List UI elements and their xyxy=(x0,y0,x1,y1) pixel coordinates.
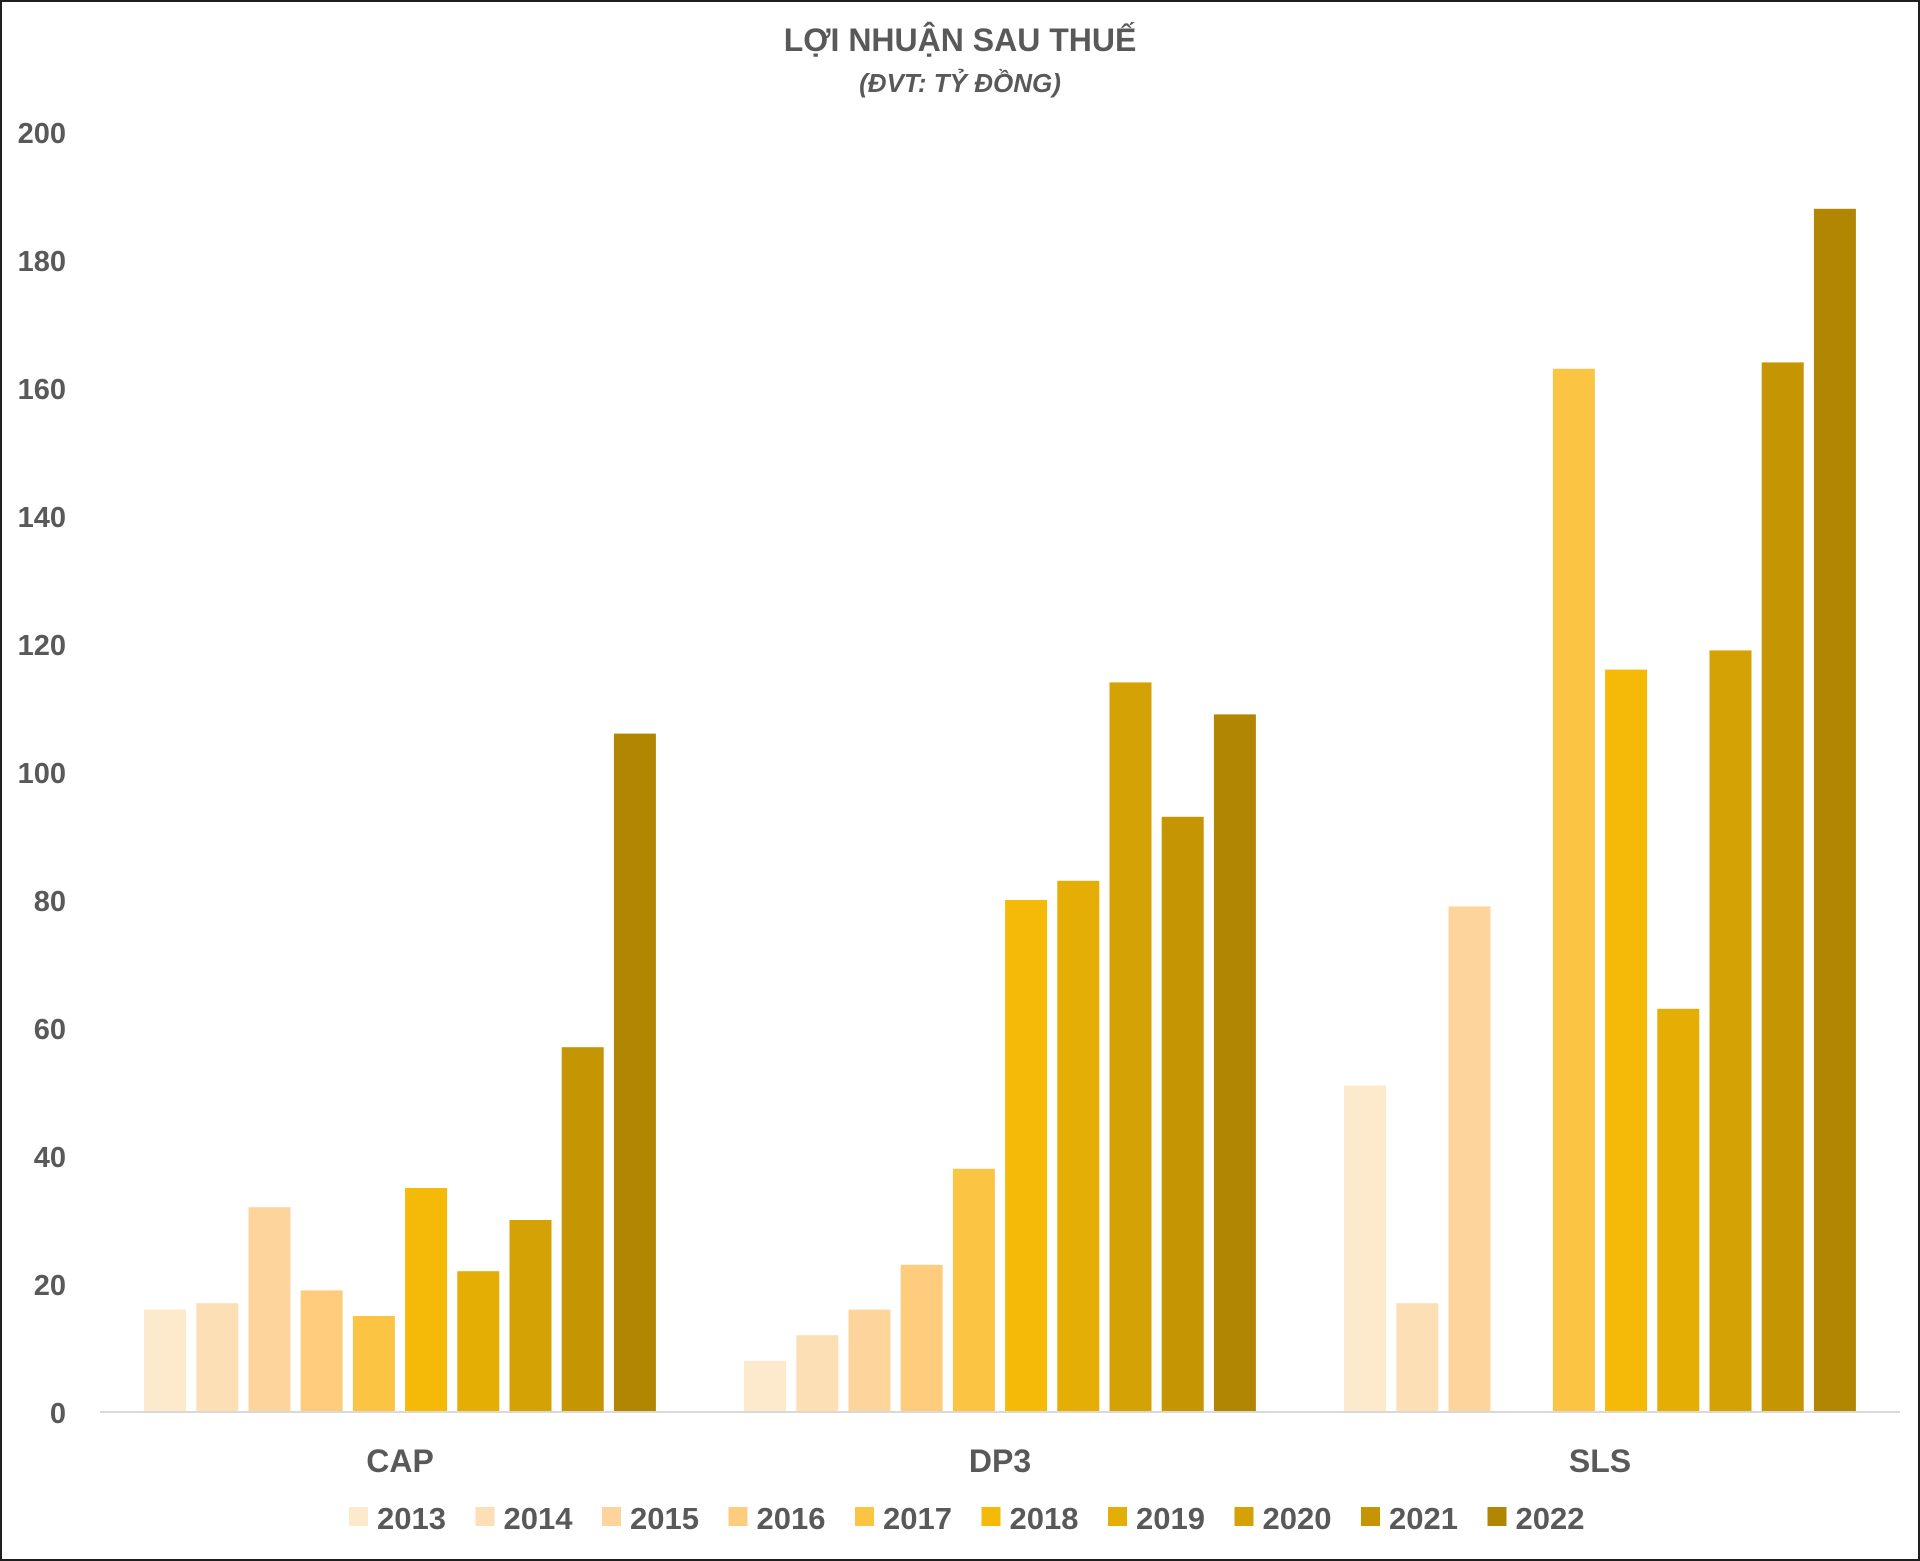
y-tick-label: 120 xyxy=(18,630,66,662)
bar-cap-2016 xyxy=(300,1290,343,1412)
bars xyxy=(144,208,1856,1412)
bar-dp3-2018 xyxy=(1005,900,1048,1412)
legend-swatch-2015 xyxy=(602,1507,621,1526)
y-tick-label: 100 xyxy=(18,758,66,790)
y-tick-label: 160 xyxy=(18,374,66,406)
bar-sls-2022 xyxy=(1813,208,1856,1412)
legend-label: 2019 xyxy=(1136,1501,1205,1536)
y-tick-label: 80 xyxy=(34,886,66,918)
legend-label: 2021 xyxy=(1389,1501,1458,1536)
y-tick-label: 20 xyxy=(34,1270,66,1302)
y-tick-label: 60 xyxy=(34,1014,66,1046)
bar-sls-2015 xyxy=(1448,906,1491,1412)
y-tick-label: 180 xyxy=(18,246,66,278)
bar-cap-2018 xyxy=(405,1188,448,1412)
x-category-label: CAP xyxy=(366,1443,434,1479)
legend-label: 2014 xyxy=(504,1501,574,1536)
bar-cap-2014 xyxy=(196,1303,239,1412)
bar-dp3-2015 xyxy=(848,1309,891,1412)
legend-swatch-2019 xyxy=(1108,1507,1127,1526)
bar-dp3-2017 xyxy=(952,1168,995,1412)
legend-swatch-2020 xyxy=(1234,1507,1254,1526)
bar-cap-2021 xyxy=(561,1047,604,1412)
bar-sls-2019 xyxy=(1657,1008,1700,1412)
x-category-label: SLS xyxy=(1569,1443,1631,1479)
bar-dp3-2016 xyxy=(900,1264,943,1412)
bar-sls-2017 xyxy=(1552,368,1595,1412)
y-tick-label: 140 xyxy=(18,502,66,534)
bar-cap-2017 xyxy=(352,1316,395,1412)
legend-swatch-2021 xyxy=(1361,1507,1380,1526)
legend-label: 2013 xyxy=(377,1501,446,1536)
legend: 2013 2014 2015 2016 2017 2018 2019 2020 2021 2022 xyxy=(349,1501,1584,1536)
legend-label: 2016 xyxy=(757,1501,826,1536)
bar-dp3-2019 xyxy=(1057,880,1100,1412)
bar-cap-2022 xyxy=(613,733,656,1412)
legend-swatch-2016 xyxy=(728,1507,748,1526)
legend-label: 2015 xyxy=(630,1501,699,1536)
legend-swatch-2013 xyxy=(349,1507,368,1526)
legend-swatch-2018 xyxy=(981,1507,1001,1526)
bar-dp3-2022 xyxy=(1213,714,1256,1412)
bar-sls-2014 xyxy=(1396,1303,1439,1412)
bar-cap-2015 xyxy=(248,1207,291,1412)
bar-sls-2013 xyxy=(1344,1085,1387,1412)
chart-title: LỢI NHUẬN SAU THUẾ xyxy=(784,22,1137,58)
bar-sls-2020 xyxy=(1709,650,1752,1412)
legend-swatch-2017 xyxy=(855,1507,874,1526)
legend-label: 2020 xyxy=(1263,1501,1332,1536)
bar-cap-2013 xyxy=(144,1309,187,1412)
chart-subtitle: (ĐVT: TỶ ĐỒNG) xyxy=(859,68,1061,98)
legend-label: 2018 xyxy=(1010,1501,1079,1536)
y-tick-label: 200 xyxy=(18,118,66,150)
bar-sls-2018 xyxy=(1605,669,1648,1412)
bar-sls-2021 xyxy=(1761,362,1804,1412)
x-category-label: DP3 xyxy=(969,1443,1031,1479)
bar-cap-2019 xyxy=(457,1271,500,1412)
legend-swatch-2014 xyxy=(475,1507,495,1526)
y-axis-ticks: 0 20 40 60 80 100 120 140 160 180 200 xyxy=(18,118,66,1430)
y-tick-label: 0 xyxy=(50,1398,66,1430)
legend-swatch-2022 xyxy=(1487,1507,1507,1526)
bar-dp3-2014 xyxy=(796,1335,839,1412)
legend-label: 2017 xyxy=(883,1501,952,1536)
x-axis-categories: CAP DP3 SLS xyxy=(366,1443,1631,1479)
bar-cap-2020 xyxy=(509,1220,552,1412)
bar-dp3-2013 xyxy=(744,1360,787,1412)
bar-dp3-2020 xyxy=(1109,682,1152,1412)
y-tick-label: 40 xyxy=(34,1142,66,1174)
legend-label: 2022 xyxy=(1516,1501,1585,1536)
bar-dp3-2021 xyxy=(1161,816,1204,1412)
